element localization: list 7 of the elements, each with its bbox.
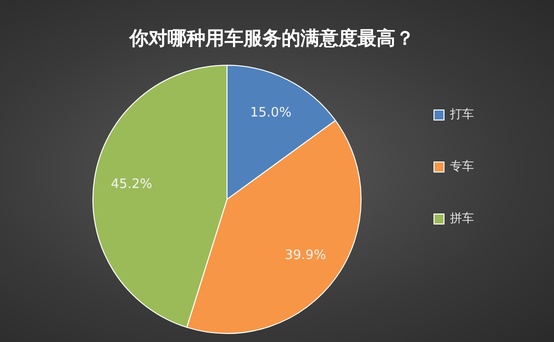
chart-title: 你对哪种用车服务的满意度最高？ xyxy=(128,27,414,50)
data-label: 45.2% xyxy=(110,177,152,192)
data-label: 15.0% xyxy=(250,106,292,121)
legend-label: 专车 xyxy=(450,159,474,174)
legend-label: 打车 xyxy=(449,107,474,122)
data-label: 39.9% xyxy=(284,248,326,264)
legend-label: 拼车 xyxy=(450,211,474,226)
